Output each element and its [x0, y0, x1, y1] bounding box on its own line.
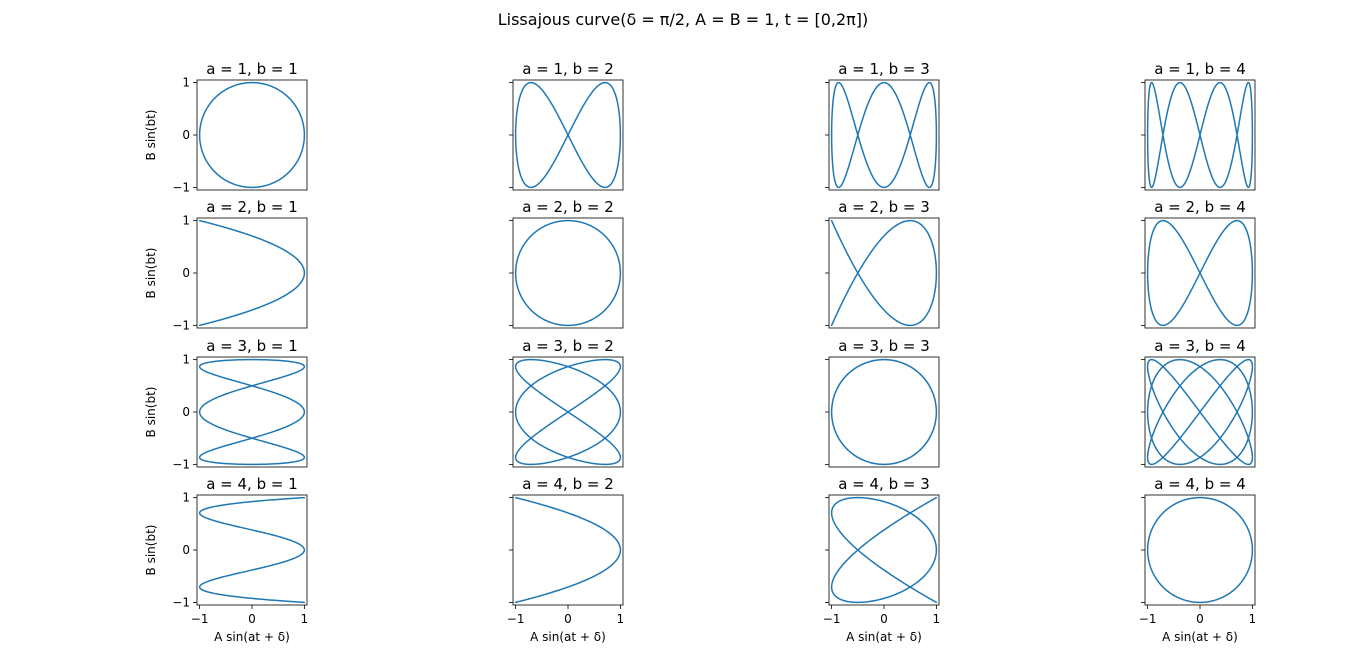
- x-tick-label: −1: [823, 612, 841, 626]
- y-tick-label: 1: [182, 76, 190, 90]
- y-tick-label: −1: [172, 595, 190, 609]
- x-tick-label: −1: [507, 612, 525, 626]
- lissajous-line: [1146, 496, 1254, 604]
- figure-title: Lissajous curve(δ = π/2, A = B = 1, t = …: [497, 10, 869, 29]
- x-axis-label: A sin(at + δ): [846, 630, 922, 644]
- axes-frame: [196, 494, 308, 606]
- subplot-title: a = 1, b = 2: [522, 60, 614, 78]
- x-tick-label: 0: [248, 612, 256, 626]
- y-tick-label: −1: [172, 180, 190, 194]
- subplot-title: a = 2, b = 1: [206, 198, 298, 216]
- y-axis-label: B sin(bt): [144, 110, 158, 161]
- y-tick-label: 0: [182, 128, 190, 142]
- lissajous-line: [830, 496, 938, 604]
- y-tick-label: 1: [182, 214, 190, 228]
- x-axis-label: A sin(at + δ): [214, 630, 290, 644]
- lissajous-line: [514, 81, 622, 189]
- lissajous-line: [514, 219, 622, 327]
- axes-frame: [512, 217, 624, 329]
- y-tick-label: 1: [182, 491, 190, 505]
- subplot-title: a = 4, b = 4: [1154, 475, 1246, 493]
- x-tick-label: −1: [1139, 612, 1157, 626]
- axes-frame: [1144, 494, 1256, 606]
- subplot-2-4: a = 2, b = 4: [1141, 198, 1256, 329]
- x-tick-label: −1: [191, 612, 209, 626]
- lissajous-line: [830, 219, 938, 327]
- axes-frame: [512, 494, 624, 606]
- subplot-title: a = 1, b = 4: [1154, 60, 1246, 78]
- lissajous-line: [198, 496, 306, 604]
- x-axis-label: A sin(at + δ): [1162, 630, 1238, 644]
- subplot-1-2: a = 1, b = 2: [509, 60, 624, 191]
- subplot-2-1: a = 2, b = 1 −1 0 1 B sin(bt): [144, 198, 308, 332]
- y-axis-label: B sin(bt): [144, 387, 158, 438]
- axes-frame: [828, 79, 940, 191]
- subplot-1-3: a = 1, b = 3: [825, 60, 940, 191]
- lissajous-line: [514, 496, 622, 604]
- lissajous-line: [198, 219, 306, 327]
- subplot-title: a = 1, b = 3: [838, 60, 930, 78]
- lissajous-line: [1146, 219, 1254, 327]
- subplot-title: a = 1, b = 1: [206, 60, 298, 78]
- lissajous-line: [1146, 358, 1254, 466]
- lissajous-line: [830, 358, 938, 466]
- x-tick-label: 0: [880, 612, 888, 626]
- y-tick-label: −1: [172, 318, 190, 332]
- subplot-title: a = 4, b = 3: [838, 475, 930, 493]
- lissajous-line: [830, 81, 938, 189]
- subplot-title: a = 3, b = 2: [522, 337, 614, 355]
- lissajous-line: [198, 358, 306, 466]
- subplot-4-2: a = 4, b = 2 −1 0 1 A sin(at + δ): [507, 475, 624, 644]
- axes-frame: [196, 217, 308, 329]
- subplot-3-3: a = 3, b = 3: [825, 337, 940, 468]
- subplot-title: a = 3, b = 4: [1154, 337, 1246, 355]
- subplot-4-3: a = 4, b = 3 −1 0 1 A sin(at + δ): [823, 475, 940, 644]
- x-tick-label: 0: [1196, 612, 1204, 626]
- axes-frame: [828, 217, 940, 329]
- subplot-2-3: a = 2, b = 3: [825, 198, 940, 329]
- subplot-title: a = 4, b = 1: [206, 475, 298, 493]
- subplot-2-2: a = 2, b = 2: [509, 198, 624, 329]
- axes-frame: [196, 356, 308, 468]
- lissajous-line: [514, 358, 622, 466]
- subplot-4-4: a = 4, b = 4 −1 0 1 A sin(at + δ): [1139, 475, 1256, 644]
- y-axis-label: B sin(bt): [144, 525, 158, 576]
- y-tick-label: 1: [182, 353, 190, 367]
- axes-frame: [828, 356, 940, 468]
- subplot-title: a = 2, b = 4: [1154, 198, 1246, 216]
- subplot-1-1: a = 1, b = 1 −1 0 1 B sin(bt): [144, 60, 308, 194]
- x-tick-label: 1: [617, 612, 625, 626]
- y-tick-label: −1: [172, 457, 190, 471]
- x-tick-label: 1: [301, 612, 309, 626]
- subplot-4-1: a = 4, b = 1 −1 0 1 −1 0 1 A sin(at + δ) B sin(b…: [144, 475, 308, 644]
- subplot-3-2: a = 3, b = 2: [509, 337, 624, 468]
- x-axis-label: A sin(at + δ): [530, 630, 606, 644]
- subplot-3-4: a = 3, b = 4: [1141, 337, 1256, 468]
- subplot-title: a = 2, b = 3: [838, 198, 930, 216]
- subplot-title: a = 2, b = 2: [522, 198, 614, 216]
- axes-frame: [828, 494, 940, 606]
- subplot-title: a = 3, b = 3: [838, 337, 930, 355]
- subplot-title: a = 4, b = 2: [522, 475, 614, 493]
- axes-frame: [196, 79, 308, 191]
- x-tick-label: 0: [564, 612, 572, 626]
- lissajous-line: [198, 81, 306, 189]
- subplot-title: a = 3, b = 1: [206, 337, 298, 355]
- x-tick-label: 1: [933, 612, 941, 626]
- y-tick-label: 0: [182, 543, 190, 557]
- subplot-3-1: a = 3, b = 1 −1 0 1 B sin(bt): [144, 337, 308, 471]
- lissajous-line: [1146, 81, 1254, 189]
- x-tick-label: 1: [1249, 612, 1257, 626]
- y-tick-label: 0: [182, 266, 190, 280]
- y-axis-label: B sin(bt): [144, 248, 158, 299]
- subplot-1-4: a = 1, b = 4: [1141, 60, 1256, 191]
- y-tick-label: 0: [182, 405, 190, 419]
